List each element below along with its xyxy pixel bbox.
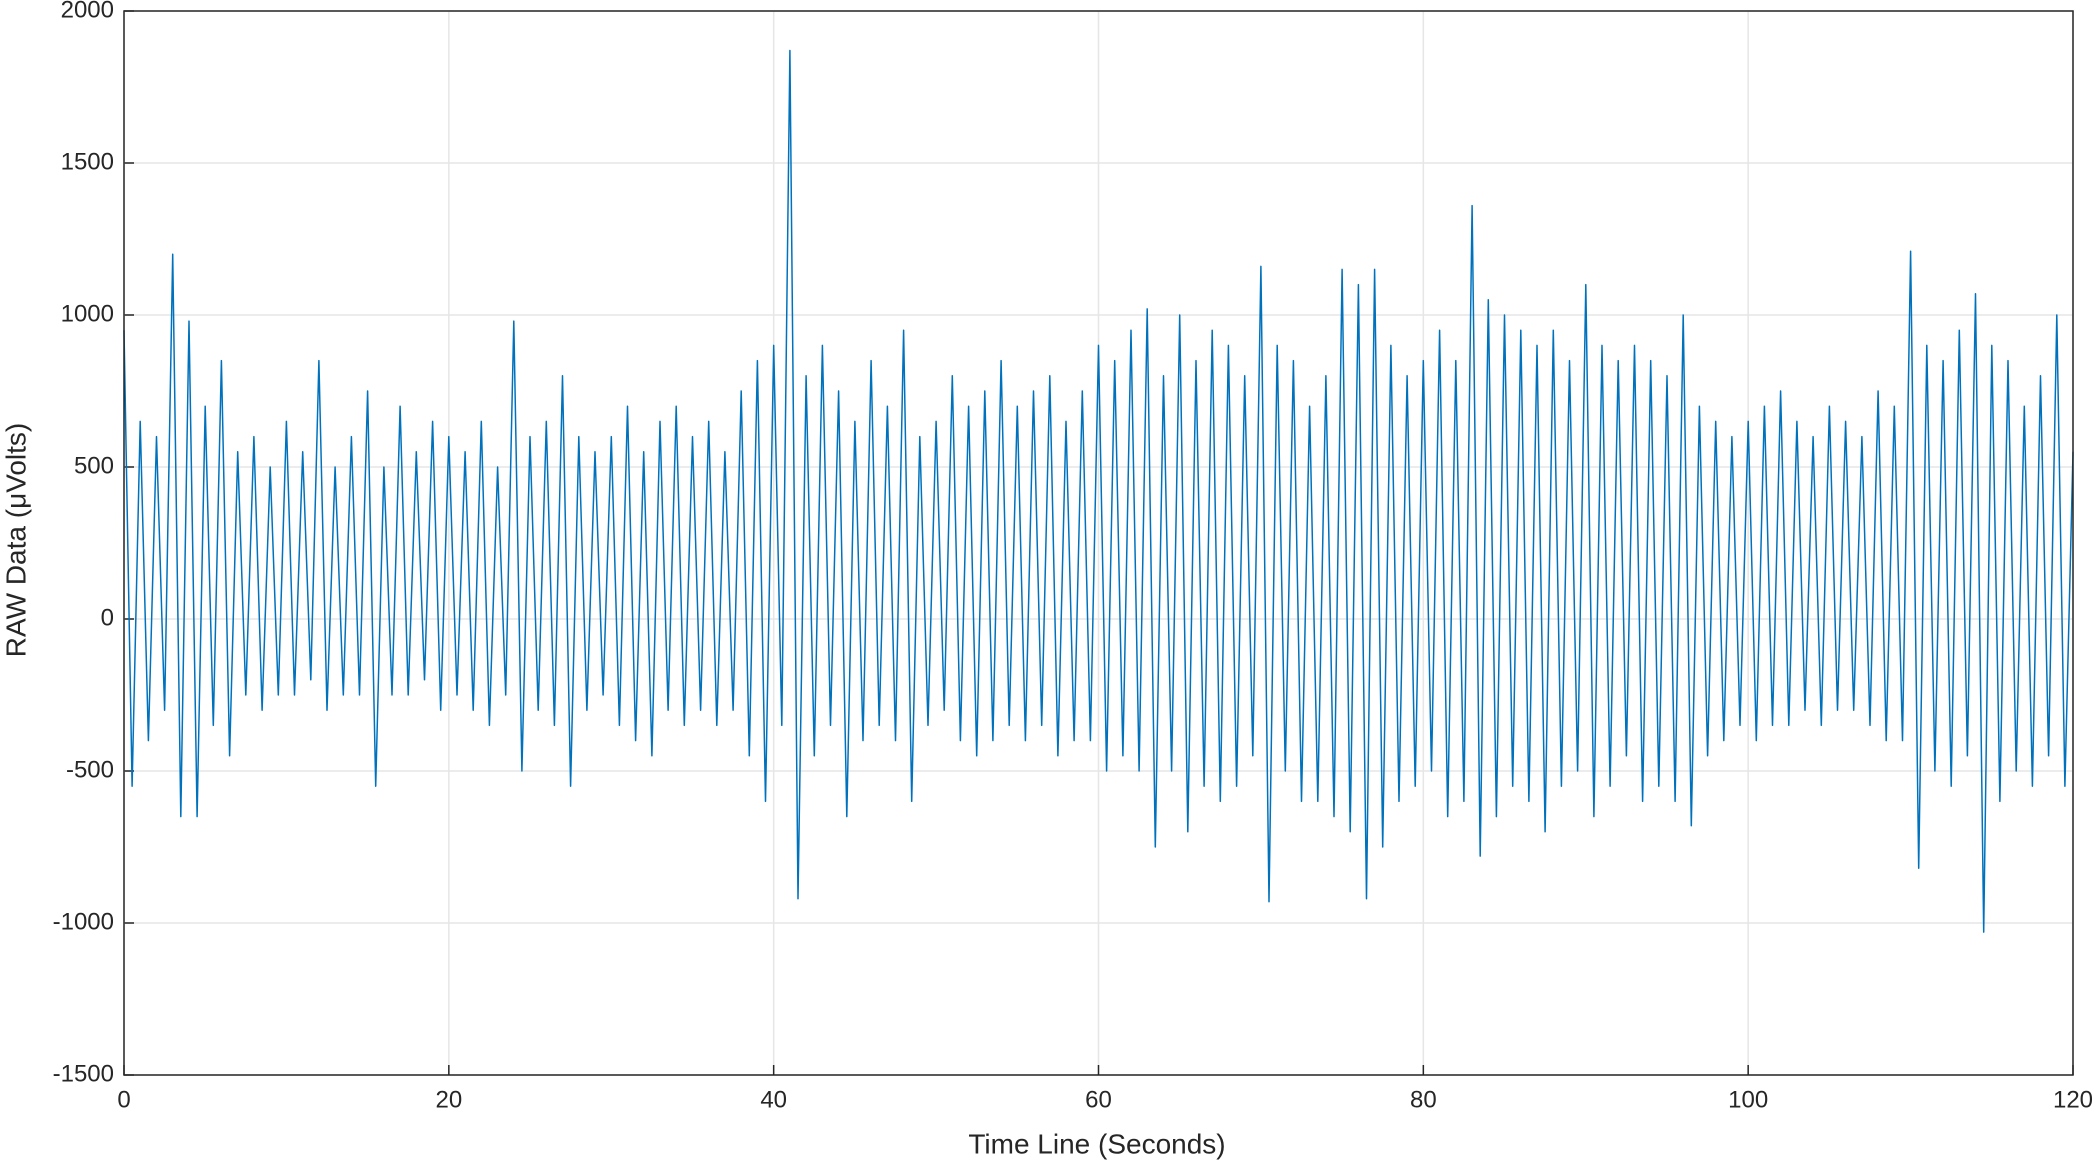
y-tick-label: 1500 [61, 148, 114, 175]
y-tick-label: -1000 [53, 908, 114, 935]
y-tick-label: -1500 [53, 1060, 114, 1087]
x-tick-label: 80 [1410, 1086, 1437, 1113]
axes-box [123, 10, 2074, 1076]
x-axis-label: Time Line (Seconds) [968, 1128, 1225, 1159]
data-line [123, 49, 2074, 933]
y-axis-label: RAW Data (μVolts) [0, 423, 31, 657]
x-tick-label: 120 [2053, 1086, 2093, 1113]
y-tick-label: 2000 [61, 0, 114, 23]
y-tick-label: 0 [101, 604, 114, 631]
x-tick-label: 20 [435, 1086, 462, 1113]
y-tick-label: 1000 [61, 300, 114, 327]
x-tick-label: 100 [1728, 1086, 1768, 1113]
x-tick-label: 40 [760, 1086, 787, 1113]
x-tick-label: 0 [117, 1086, 130, 1113]
y-tick-label: 500 [74, 452, 114, 479]
y-tick-label: -500 [66, 756, 114, 783]
x-tick-label: 60 [1085, 1086, 1112, 1113]
